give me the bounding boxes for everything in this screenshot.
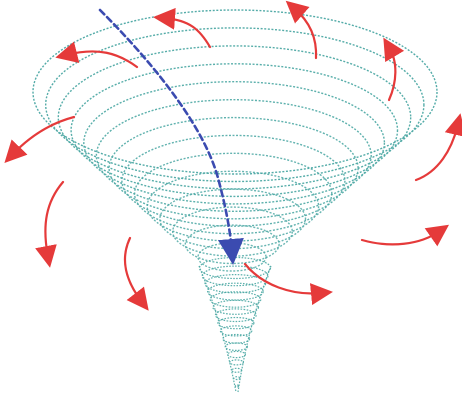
- outward-arrow: [123, 236, 149, 311]
- funnel-ring: [227, 350, 247, 359]
- bowl-ring: [121, 134, 346, 227]
- funnel-ring: [217, 316, 255, 330]
- funnel-ring: [222, 333, 251, 344]
- bowl-ring: [44, 27, 425, 183]
- inflow-arrow-group: [98, 8, 244, 265]
- bowl-ring: [83, 81, 386, 205]
- funnel-ring: [201, 265, 269, 287]
- funnel-ring: [214, 308, 257, 323]
- bowl-ring: [108, 116, 359, 220]
- funnel-ring: [234, 384, 240, 388]
- funnel-ring: [212, 299, 260, 315]
- bowl-ring: [32, 9, 438, 175]
- funnel-ring: [229, 359, 245, 366]
- outward-arrow: [35, 180, 65, 268]
- outward-arrow: [360, 224, 450, 247]
- funnel-ring: [204, 274, 267, 294]
- outward-arrow: [383, 37, 405, 102]
- funnel-ring: [231, 367, 243, 373]
- funnel-ring: [209, 291, 262, 308]
- funnel-right-edge: [237, 265, 272, 393]
- funnel-ring: [224, 342, 248, 352]
- funnel-ring: [206, 282, 264, 301]
- bowl-ring: [133, 152, 333, 235]
- outward-arrow: [243, 262, 333, 306]
- bowl-ring: [70, 63, 399, 198]
- upper-bowl-rings: [32, 9, 438, 272]
- funnel-ring: [198, 256, 272, 280]
- bowl-ring: [95, 98, 372, 212]
- outward-arrow: [414, 113, 462, 182]
- outward-arrow: [55, 41, 139, 69]
- funnel-ring: [233, 376, 241, 381]
- bowl-ring: [197, 242, 267, 272]
- funnel-left-edge: [198, 265, 237, 393]
- funnel-ring: [219, 325, 253, 337]
- outward-arrow: [285, 0, 318, 60]
- outward-arrow: [153, 7, 212, 49]
- lower-funnel-rings: [198, 256, 272, 393]
- outward-arrow: [4, 115, 76, 163]
- outward-flow-arrows: [4, 0, 462, 311]
- inflow-arrow: [98, 8, 244, 265]
